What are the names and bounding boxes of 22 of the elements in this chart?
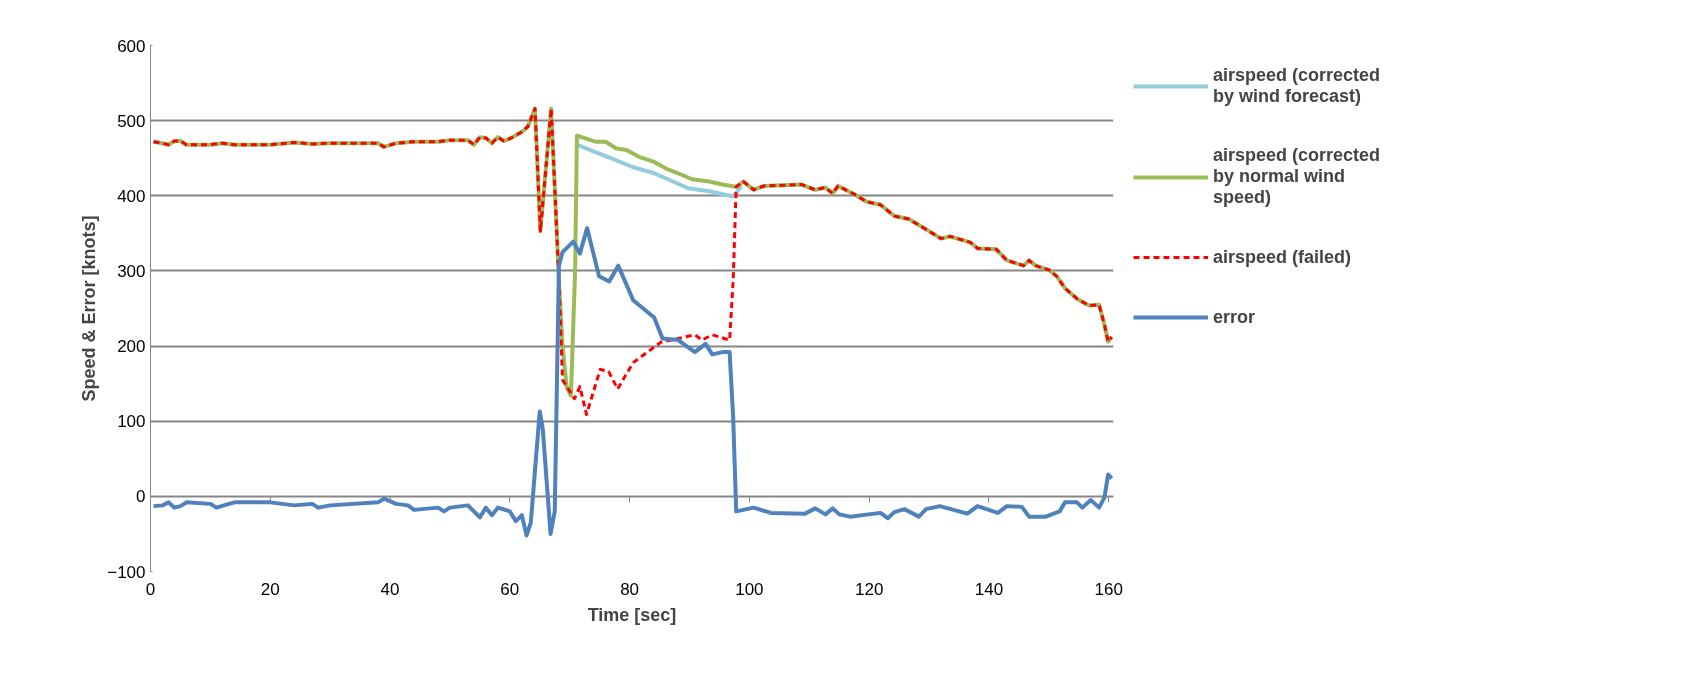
x-tick-label: 100 <box>735 579 764 599</box>
y-tick-label: 600 <box>117 36 146 56</box>
y-tick-label: 500 <box>117 111 146 131</box>
y-tick-label: 400 <box>117 186 146 206</box>
x-tick-label: 140 <box>974 579 1004 599</box>
x-tick-label: 80 <box>620 579 640 599</box>
y-tick-label: −100 <box>107 562 146 582</box>
y-axis-title: Speed & Error [knots] <box>79 215 100 402</box>
legend-label: airspeed (corrected by wind forecast) <box>1213 65 1381 107</box>
legend-label: airspeed (failed) <box>1213 246 1352 268</box>
y-tick-label: 200 <box>117 337 146 357</box>
x-tick-label: 160 <box>1094 579 1123 599</box>
x-tick-label: 120 <box>854 579 884 599</box>
x-tick-label: 60 <box>500 579 520 599</box>
x-tick-label: 40 <box>380 579 400 599</box>
x-axis-title: Time [sec] <box>587 604 677 625</box>
legend-label: error <box>1213 306 1256 328</box>
y-tick-label: 300 <box>117 261 146 281</box>
y-tick-label: 0 <box>136 487 146 507</box>
y-tick-label: 100 <box>117 412 146 432</box>
x-tick-label: 20 <box>260 579 280 599</box>
legend-label: airspeed (corrected by normal wind speed) <box>1213 145 1381 208</box>
